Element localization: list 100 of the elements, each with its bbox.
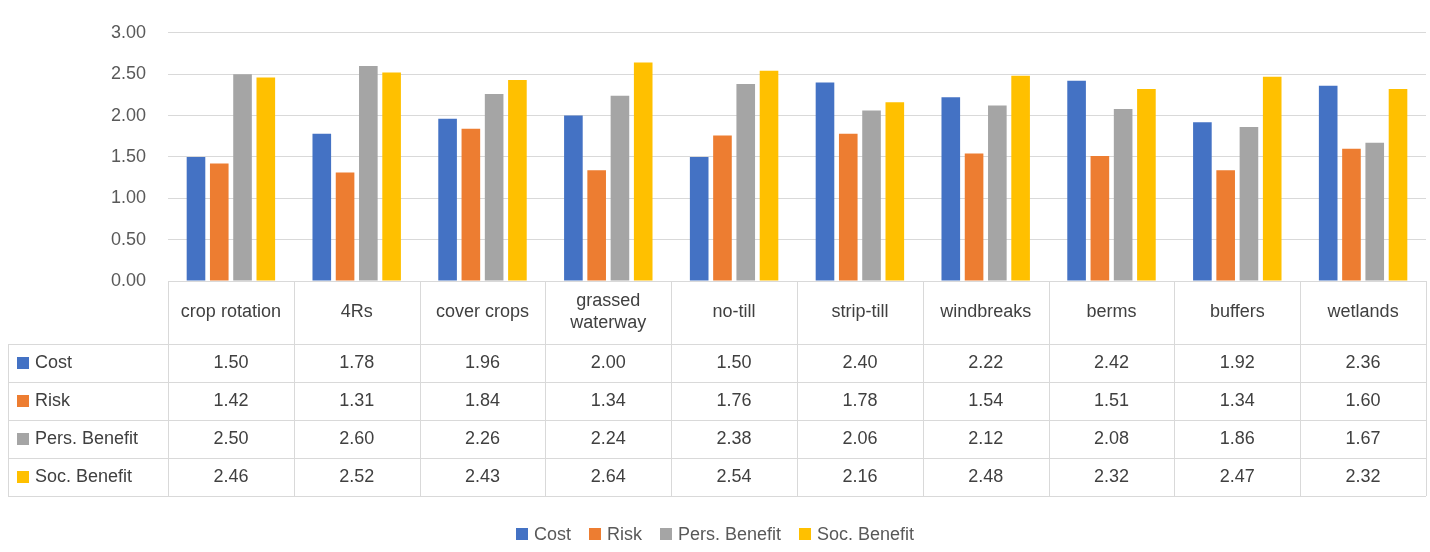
- data-label: 1.96: [464, 351, 501, 372]
- legend-label: Cost: [35, 351, 73, 372]
- data-label: 2.00: [590, 351, 626, 372]
- bar: [815, 82, 835, 281]
- bar: [941, 97, 961, 281]
- data-label: 2.36: [1345, 351, 1381, 372]
- text: Cost: [533, 523, 571, 544]
- data-label: 1.54: [968, 389, 1004, 410]
- y-tick-label: 0.00: [110, 269, 146, 290]
- bar: [359, 65, 378, 281]
- bar: [1342, 148, 1361, 281]
- x-tick-label: cover crops: [435, 301, 530, 322]
- x-tick-label: crop rotation: [180, 301, 281, 322]
- bar: [862, 110, 881, 281]
- x-tick-label: wetlands: [1326, 301, 1399, 322]
- data-label: 1.86: [1219, 427, 1255, 448]
- bar: [564, 115, 583, 281]
- bar: [759, 70, 779, 281]
- bar: [209, 163, 229, 281]
- text: Soc. Benefit: [817, 523, 915, 544]
- data-label: 1.34: [1219, 389, 1255, 410]
- bar: [587, 170, 606, 281]
- data-label: 2.52: [339, 465, 375, 486]
- data-label: 1.78: [339, 351, 375, 372]
- data-label: 2.43: [464, 465, 501, 486]
- data-label: 2.08: [1093, 427, 1130, 448]
- data-label: 1.84: [464, 389, 501, 410]
- bar: [964, 153, 984, 281]
- data-label: 1.67: [1345, 427, 1381, 448]
- data-label: 2.26: [464, 427, 501, 448]
- bar: [461, 128, 481, 281]
- bar: [508, 79, 527, 281]
- bar: [438, 118, 457, 281]
- bar: [988, 105, 1007, 281]
- bar: [689, 156, 709, 281]
- data-label: 2.54: [716, 465, 752, 486]
- data-label: 2.50: [213, 427, 249, 448]
- bar: [335, 172, 355, 281]
- x-tick-label: windbreaks: [939, 301, 1032, 322]
- bar: [1011, 75, 1030, 281]
- x-tick-label: grassed waterway: [569, 290, 647, 333]
- y-tick-label: 1.50: [110, 145, 146, 166]
- data-label: 2.60: [339, 427, 375, 448]
- x-tick-label: 4Rs: [340, 301, 373, 322]
- data-label: 2.42: [1093, 351, 1130, 372]
- data-label: 1.34: [590, 389, 626, 410]
- data-label: 2.06: [842, 427, 878, 448]
- bar: [1090, 156, 1110, 281]
- bar: [484, 94, 504, 281]
- bar: [885, 102, 905, 281]
- bar: [256, 77, 276, 281]
- data-label: 2.64: [590, 465, 626, 486]
- x-tick-label: berms: [1086, 301, 1137, 322]
- data-label: 2.32: [1345, 465, 1381, 486]
- bar: [233, 74, 252, 281]
- bar: [736, 84, 756, 281]
- data-label: 2.12: [968, 427, 1004, 448]
- bar: [838, 133, 858, 281]
- data-label: 1.51: [1093, 389, 1130, 410]
- data-label: 1.78: [842, 389, 878, 410]
- data-label: 2.32: [1093, 465, 1130, 486]
- legend-label: Pers. Benefit: [35, 427, 139, 448]
- data-label: 2.22: [968, 351, 1004, 372]
- bar: [1067, 80, 1086, 281]
- y-tick-label: 3.00: [110, 21, 146, 42]
- text: Pers. Benefit: [677, 523, 781, 544]
- bar: [1239, 127, 1259, 281]
- data-label: 1.76: [716, 389, 752, 410]
- bar: [1388, 89, 1408, 281]
- data-label: 1.42: [213, 389, 249, 410]
- bar: [633, 62, 653, 281]
- bar: [713, 135, 732, 281]
- data-label: 2.16: [842, 465, 878, 486]
- data-label: 2.48: [968, 465, 1004, 486]
- x-tick-label: strip-till: [831, 301, 889, 322]
- data-label: 2.38: [716, 427, 752, 448]
- legend-label: Soc. Benefit: [35, 465, 133, 486]
- y-tick-label: 1.00: [110, 187, 146, 208]
- legend-label: Risk: [35, 389, 71, 410]
- bar: [1365, 142, 1385, 281]
- bar: [1318, 85, 1338, 281]
- bar: [1262, 76, 1282, 281]
- data-label: 1.50: [213, 351, 249, 372]
- x-tick-label: no-till: [712, 301, 756, 322]
- data-label: 1.50: [716, 351, 752, 372]
- bar: [1137, 89, 1156, 281]
- bar: [610, 95, 630, 281]
- data-label: 2.40: [842, 351, 878, 372]
- y-tick-label: 2.50: [110, 63, 146, 84]
- x-tick-label: buffers: [1209, 301, 1265, 322]
- data-label: 1.92: [1219, 351, 1255, 372]
- bar: [1113, 108, 1133, 281]
- bar: [382, 72, 401, 281]
- y-tick-label: 0.50: [110, 228, 146, 249]
- bar: [186, 156, 206, 281]
- bar: [1193, 122, 1212, 281]
- data-label: 2.46: [213, 465, 249, 486]
- text: Risk: [606, 523, 642, 544]
- data-label: 1.31: [339, 389, 375, 410]
- y-tick-label: 2.00: [110, 104, 146, 125]
